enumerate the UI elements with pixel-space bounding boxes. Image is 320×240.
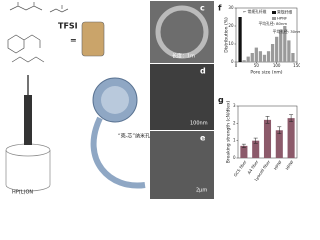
y-tick-label: 10 bbox=[228, 41, 234, 46]
panel-label: d bbox=[200, 67, 206, 76]
solution-label: HP(L)ON bbox=[12, 190, 33, 196]
micrograph-c bbox=[150, 1, 214, 63]
scale-label: 100nm bbox=[190, 121, 208, 127]
x-tick-label: 0 bbox=[235, 63, 238, 68]
bar bbox=[266, 51, 271, 62]
legend-swatch bbox=[272, 11, 276, 14]
legend-swatch bbox=[272, 17, 276, 20]
y-tick-label: 1 bbox=[233, 138, 236, 143]
bar bbox=[258, 51, 263, 62]
y-tick-label: 3 bbox=[233, 103, 236, 108]
y-axis-label: Breaking strength (cN/dtex) bbox=[226, 100, 232, 163]
y-tick-label: 20 bbox=[228, 23, 234, 28]
x-tick-label: 50 bbox=[254, 63, 260, 68]
x-axis-label: Pore size (nm) bbox=[250, 70, 282, 76]
bar bbox=[252, 140, 260, 158]
bar bbox=[270, 44, 275, 62]
y-tick-label: 30 bbox=[228, 5, 234, 10]
bar bbox=[238, 17, 242, 62]
annotation: 平均孔径: 30nm bbox=[273, 29, 300, 34]
panel-label: e bbox=[200, 134, 206, 143]
micrograph-e bbox=[150, 131, 214, 199]
error-bar bbox=[253, 137, 258, 144]
panel-label: f bbox=[218, 4, 222, 13]
bar bbox=[242, 60, 246, 62]
y-tick-label: 2 bbox=[233, 120, 236, 125]
figure: TFSI = HP(L)ON “壳-芯”纳米孔纤维 c d e f g 长度：1… bbox=[5, 1, 302, 199]
bar bbox=[240, 145, 248, 158]
bar bbox=[291, 53, 295, 62]
y-tick-label: 0 bbox=[231, 59, 234, 64]
legend-label: 常规纤维 bbox=[277, 10, 292, 15]
bar bbox=[279, 29, 283, 63]
bar bbox=[287, 118, 295, 158]
equals: = bbox=[70, 36, 77, 45]
bar bbox=[250, 53, 254, 62]
legend-label: HPNF bbox=[277, 16, 287, 21]
error-bar bbox=[277, 126, 282, 134]
y-axis-label: Distribution (%) bbox=[224, 17, 230, 53]
illustration bbox=[5, 2, 69, 192]
annotation: 平均孔径: 80nm bbox=[258, 21, 287, 26]
x-tick-label: 100 bbox=[273, 63, 281, 68]
x-tick-label: HPNF bbox=[284, 159, 295, 171]
error-bar bbox=[241, 143, 246, 148]
fiber-strand bbox=[90, 116, 146, 189]
scale-label: 长度：1m bbox=[172, 53, 195, 60]
error-bar bbox=[289, 114, 294, 122]
bar bbox=[275, 36, 279, 62]
error-bar bbox=[265, 116, 270, 124]
micrograph-d bbox=[150, 64, 214, 130]
x-tick-label: HPNF bbox=[273, 159, 284, 171]
panel-label: g bbox=[218, 96, 224, 105]
annotation: ← 常规孔纤维 bbox=[243, 9, 267, 14]
bar bbox=[262, 54, 267, 62]
tfsi: TFSI bbox=[58, 22, 78, 31]
bar bbox=[263, 119, 272, 158]
fiber-core bbox=[101, 86, 129, 114]
panel-label: c bbox=[200, 4, 205, 13]
bar bbox=[287, 40, 291, 62]
bar bbox=[275, 130, 283, 158]
fiber-label: “壳-芯”纳米孔纤维 bbox=[118, 133, 160, 140]
bar bbox=[246, 56, 250, 62]
bar bbox=[254, 47, 258, 62]
coil bbox=[155, 5, 209, 59]
bar bbox=[283, 26, 287, 62]
vial bbox=[81, 21, 105, 57]
scale-label: 2μm bbox=[196, 188, 207, 194]
x-tick-label: 150 bbox=[293, 63, 300, 68]
plot-frame bbox=[235, 7, 298, 63]
x-tick-label: GCS fiber bbox=[233, 159, 248, 178]
y-tick-label: 0 bbox=[233, 155, 236, 160]
